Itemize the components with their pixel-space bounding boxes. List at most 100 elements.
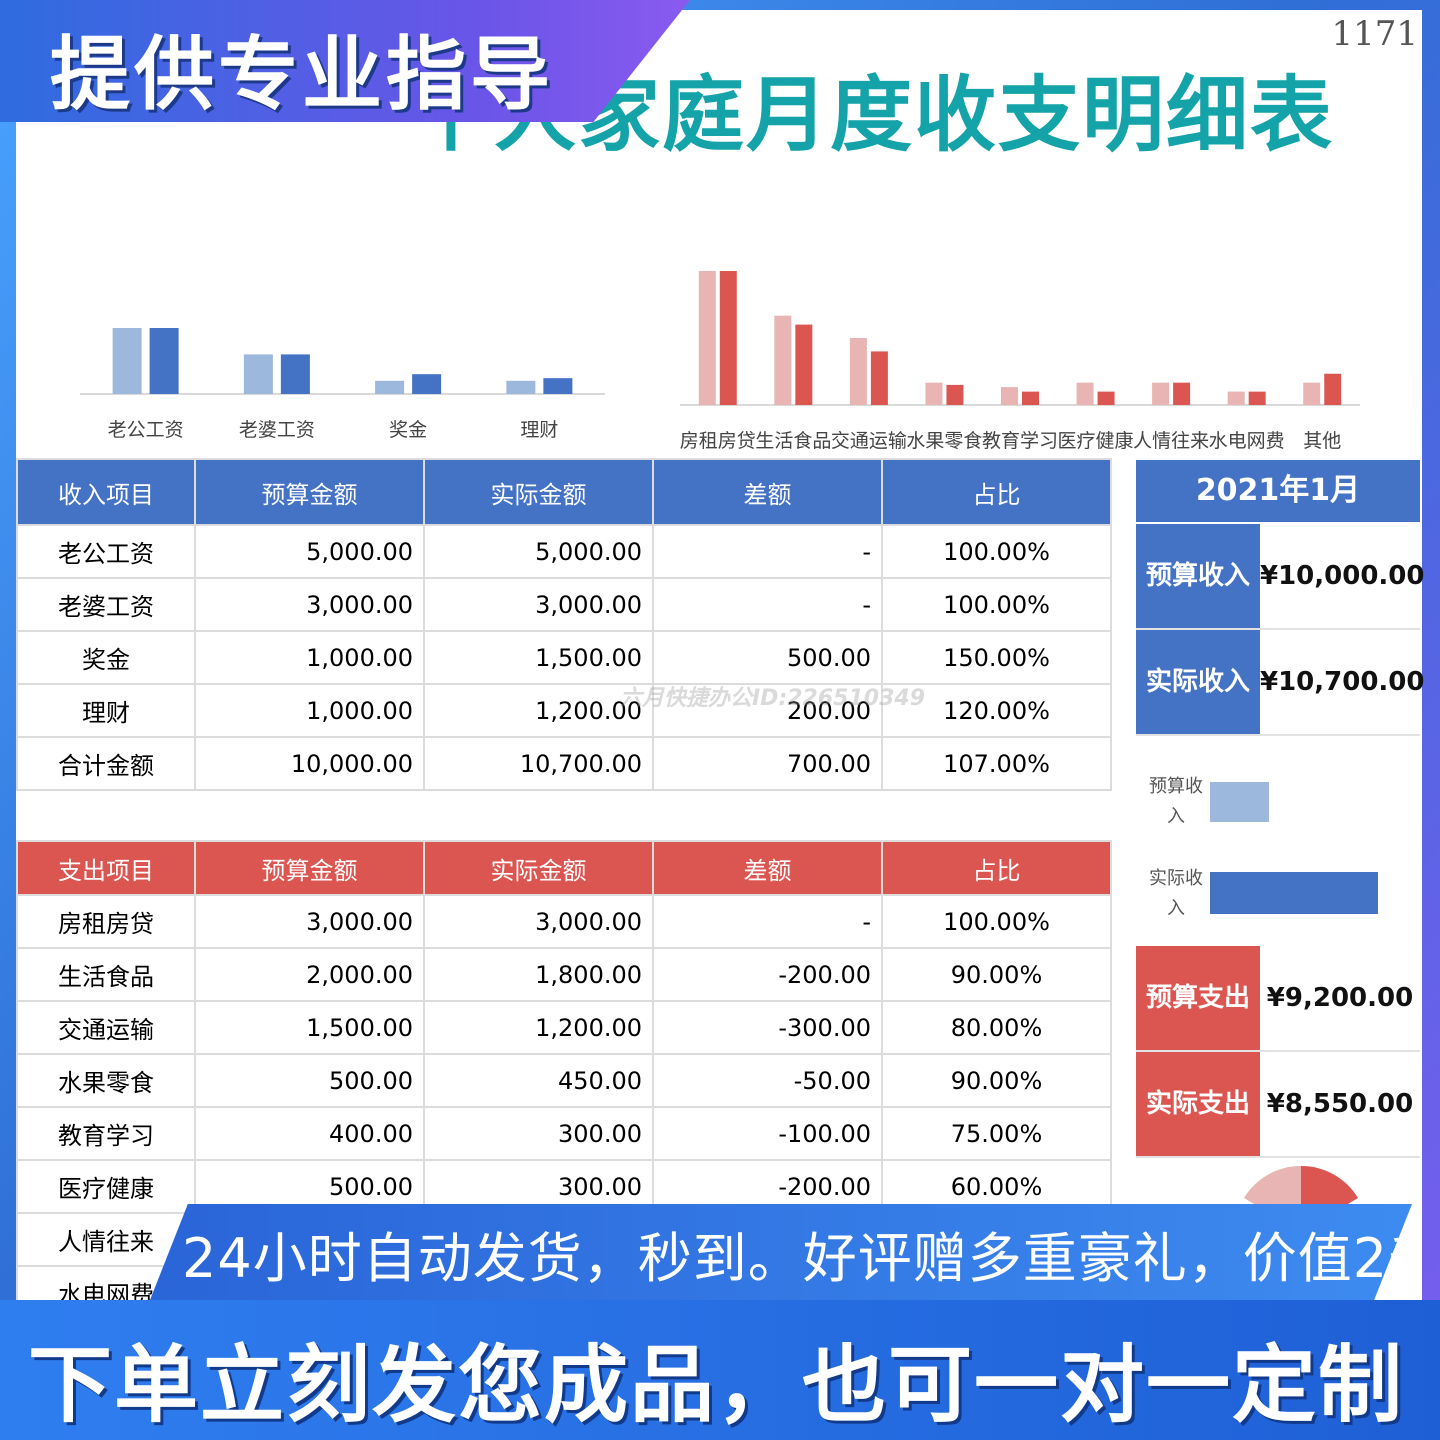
mini-bar-actual-income <box>1210 872 1378 914</box>
expense-cell-budget: 500.00 <box>194 1053 425 1108</box>
bar-actual <box>1324 373 1342 405</box>
bar-actual <box>1097 391 1115 405</box>
bar-actual <box>946 384 964 405</box>
x-tick-label: 交通运输 <box>831 430 907 452</box>
income-cell-actual: 3,000.00 <box>423 577 654 632</box>
income-row: 老婆工资 3,000.00 3,000.00-100.00% <box>16 577 1112 632</box>
income-row: 奖金 1,000.00 1,500.00 500.00 150.00% <box>16 630 1112 685</box>
bar-actual <box>719 271 737 405</box>
bar-budget <box>506 380 536 394</box>
expense-cell-budget: 1,500.00 <box>194 1000 425 1055</box>
income-header-row: 收入项目 预算金额 实际金额 差额 占比 <box>16 458 1112 526</box>
x-tick-label: 人情往来 <box>1133 430 1209 452</box>
expense-cell-actual: 450.00 <box>423 1053 654 1108</box>
expense-cell-diff: -200.00 <box>652 947 883 1002</box>
expense-cell-item: 人情往来 <box>16 1212 196 1267</box>
expense-cell-ratio: 90.00% <box>881 947 1112 1002</box>
expense-header-item: 支出项目 <box>16 840 196 896</box>
income-cell-budget: 1,000.00 <box>194 683 425 738</box>
actual-income-value: ¥10,700.00 <box>1260 667 1425 697</box>
bar-actual <box>870 351 888 405</box>
page-number: 1171 <box>1331 14 1418 54</box>
x-tick-label: 老公工资 <box>108 419 184 441</box>
bar-actual <box>280 354 310 394</box>
income-cell-budget: 3,000.00 <box>194 577 425 632</box>
bar-budget <box>243 354 273 394</box>
budget-expense-value: ¥9,200.00 <box>1266 983 1414 1013</box>
mini-chart-actual-label: 实际收 入 <box>1149 868 1203 919</box>
bar-actual <box>1248 391 1266 405</box>
bar-budget <box>925 382 943 405</box>
expense-header-ratio: 占比 <box>881 840 1112 896</box>
budget-expense-card: 预算支出 ¥9,200.00 <box>1136 946 1420 1052</box>
expense-cell-item: 水果零食 <box>16 1053 196 1108</box>
income-header-ratio: 占比 <box>881 458 1112 526</box>
actual-expense-value: ¥8,550.00 <box>1266 1089 1414 1119</box>
income-cell-ratio: 107.00% <box>881 736 1112 791</box>
expense-row: 交通运输 1,500.00 1,200.00 -300.00 80.00% <box>16 1000 1112 1055</box>
budget-expense-label: 预算支出 <box>1136 946 1260 1050</box>
income-header-actual: 实际金额 <box>423 458 654 526</box>
expense-header-diff: 差额 <box>652 840 883 896</box>
income-header-diff: 差额 <box>652 458 883 526</box>
income-header-item: 收入项目 <box>16 458 196 526</box>
expense-cell-diff: -50.00 <box>652 1053 883 1108</box>
x-tick-label: 水果零食 <box>906 430 982 452</box>
x-tick-label: 其他 <box>1303 430 1341 452</box>
expense-row: 生活食品 2,000.00 1,800.00 -200.00 90.00% <box>16 947 1112 1002</box>
promo-banner-top: 提供专业指导 <box>0 0 690 122</box>
budget-income-label: 预算收入 <box>1136 524 1260 628</box>
promo-top-text: 提供专业指导 <box>50 28 554 121</box>
summary-month: 2021年1月 <box>1136 460 1420 522</box>
expense-cell-actual: 1,800.00 <box>423 947 654 1002</box>
mini-bar-budget-income <box>1210 782 1270 822</box>
expense-row: 水果零食 500.00 450.00 -50.00 90.00% <box>16 1053 1112 1108</box>
expense-cell-diff: -300.00 <box>652 1000 883 1055</box>
bar-budget <box>1303 382 1321 405</box>
promo-banner-bottom: 下单立刻发您成品，也可一对一定制 <box>0 1300 1440 1440</box>
income-cell-diff: - <box>652 524 883 579</box>
watermark: 六月快捷办公ID:226510349 <box>620 686 926 711</box>
bar-budget <box>1152 382 1170 405</box>
expense-cell-budget: 3,000.00 <box>194 894 425 949</box>
bar-actual <box>1173 382 1191 405</box>
income-cell-actual: 1,200.00 <box>423 683 654 738</box>
bar-actual <box>149 328 179 394</box>
expense-cell-budget: 2,000.00 <box>194 947 425 1002</box>
expense-cell-ratio: 80.00% <box>881 1000 1112 1055</box>
bar-budget <box>698 271 716 405</box>
income-cell-diff: 700.00 <box>652 736 883 791</box>
income-cell-diff: 500.00 <box>652 630 883 685</box>
income-cell-actual: 10,700.00 <box>423 736 654 791</box>
x-tick-label: 教育学习 <box>982 430 1058 452</box>
promo-banner-middle: 24小时自动发货，秒到。好评赠多重豪礼，价值2千 <box>150 1204 1412 1300</box>
actual-expense-label: 实际支出 <box>1136 1052 1260 1156</box>
expense-row: 教育学习 400.00 300.00 -100.00 75.00% <box>16 1106 1112 1161</box>
promo-middle-text: 24小时自动发货，秒到。好评赠多重豪礼，价值2千 <box>182 1227 1440 1290</box>
income-cell-item: 奖金 <box>16 630 196 685</box>
income-cell-ratio: 120.00% <box>881 683 1112 738</box>
x-tick-label: 理财 <box>520 419 558 441</box>
expense-row: 房租房贷 3,000.00 3,000.00-100.00% <box>16 894 1112 949</box>
expense-cell-ratio: 75.00% <box>881 1106 1112 1161</box>
income-cell-ratio: 100.00% <box>881 577 1112 632</box>
income-cell-actual: 5,000.00 <box>423 524 654 579</box>
expense-cell-actual: 1,200.00 <box>423 1000 654 1055</box>
bar-budget <box>849 338 867 405</box>
budget-income-value: ¥10,000.00 <box>1260 561 1425 591</box>
income-row: 合计金额 10,000.00 10,700.00 700.00 107.00% <box>16 736 1112 791</box>
pie-slice-actual <box>1301 1165 1358 1210</box>
income-cell-budget: 1,000.00 <box>194 630 425 685</box>
income-cell-item: 合计金额 <box>16 736 196 791</box>
bar-actual <box>795 324 813 405</box>
income-cell-ratio: 150.00% <box>881 630 1112 685</box>
bar-actual <box>1022 391 1039 405</box>
income-cell-budget: 10,000.00 <box>194 736 425 791</box>
income-table: 收入项目 预算金额 实际金额 差额 占比 老公工资 5,000.00 5,000.0… <box>16 458 1112 791</box>
promo-bottom-text: 下单立刻发您成品，也可一对一定制 <box>28 1336 1405 1434</box>
income-row: 理财 1,000.00 1,200.00 200.00 120.00% <box>16 683 1112 738</box>
expense-cell-actual: 3,000.00 <box>423 894 654 949</box>
bar-budget <box>774 315 792 405</box>
expense-cell-item: 房租房贷 <box>16 894 196 949</box>
income-cell-budget: 5,000.00 <box>194 524 425 579</box>
